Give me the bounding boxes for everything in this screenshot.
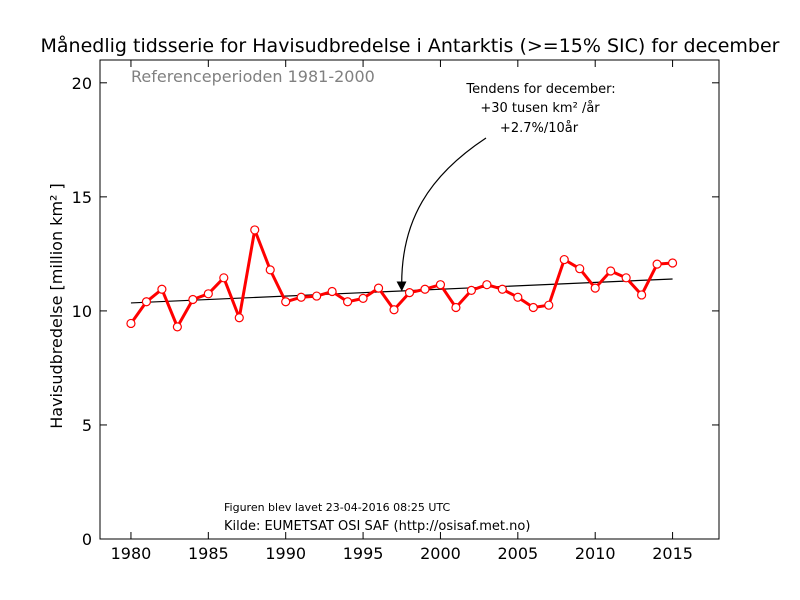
data-point xyxy=(343,297,353,307)
data-point xyxy=(466,285,476,295)
x-tick-label: 1990 xyxy=(265,544,306,563)
data-point xyxy=(451,302,461,313)
data-point xyxy=(250,225,260,235)
data-point xyxy=(435,280,446,290)
x-tick-label: 1980 xyxy=(111,544,152,563)
data-point xyxy=(559,254,569,265)
x-tick-label: 1985 xyxy=(188,544,229,563)
data-point xyxy=(358,293,368,303)
y-tick-label: 5 xyxy=(82,416,92,435)
series-points xyxy=(126,225,678,332)
data-point xyxy=(126,318,136,329)
data-point xyxy=(234,313,244,323)
data-point xyxy=(141,297,152,307)
created-timestamp: Figuren blev lavet 23-04-2016 08:25 UTC xyxy=(224,501,450,514)
y-tick-label: 10 xyxy=(72,302,92,321)
data-point xyxy=(652,259,662,269)
reference-period-label: Referenceperioden 1981-2000 xyxy=(131,67,375,86)
data-point xyxy=(203,289,213,299)
plot-frame xyxy=(99,59,720,540)
trend-line xyxy=(130,278,673,304)
x-tick-label: 1995 xyxy=(343,544,384,563)
data-point xyxy=(575,264,585,274)
annotation-line-3: +2.7%/10år xyxy=(500,121,579,136)
x-axis: 1980 1985 1990 1995 2000 2005 2010 2015 xyxy=(111,60,693,563)
data-point xyxy=(637,290,647,300)
data-point xyxy=(482,280,492,290)
source-credit: Kilde: EUMETSAT OSI SAF (http://osisaf.m… xyxy=(224,519,530,534)
data-point xyxy=(621,273,631,283)
data-point xyxy=(667,258,678,268)
data-point xyxy=(327,286,337,297)
trend-annotation: Tendens for december: +30 tusen km² /år … xyxy=(396,82,616,292)
data-point xyxy=(172,322,182,332)
data-point xyxy=(590,283,600,293)
data-point xyxy=(157,284,167,294)
chart-title: Månedlig tidsserie for Havisudbredelse i… xyxy=(41,34,780,57)
data-point xyxy=(544,300,554,310)
annotation-line-1: Tendens for december: xyxy=(465,82,615,97)
data-point xyxy=(389,305,399,315)
data-point xyxy=(296,292,306,302)
x-tick-label: 2010 xyxy=(575,544,616,563)
y-tick-label: 0 xyxy=(82,530,92,549)
y-axis: 0 5 10 15 20 xyxy=(72,74,719,549)
y-tick-label: 15 xyxy=(72,188,92,207)
data-point xyxy=(373,283,384,293)
x-tick-label: 2000 xyxy=(420,544,461,563)
annotation-line-2: +30 tusen km² /år xyxy=(480,101,600,116)
data-point xyxy=(528,302,538,313)
data-point xyxy=(606,266,616,276)
x-tick-label: 2015 xyxy=(652,544,693,563)
data-point xyxy=(497,284,507,294)
data-point xyxy=(219,273,229,283)
annotation-arrow xyxy=(396,137,487,292)
data-point xyxy=(281,297,291,307)
x-tick-label: 2005 xyxy=(497,544,538,563)
data-point xyxy=(420,284,430,294)
data-point xyxy=(404,288,415,298)
y-tick-label: 20 xyxy=(72,74,92,93)
data-point xyxy=(513,292,523,302)
data-point xyxy=(312,291,322,301)
data-point xyxy=(265,265,275,275)
data-point xyxy=(188,294,198,305)
y-axis-label: Havisudbredelse [million km² ] xyxy=(47,183,66,429)
